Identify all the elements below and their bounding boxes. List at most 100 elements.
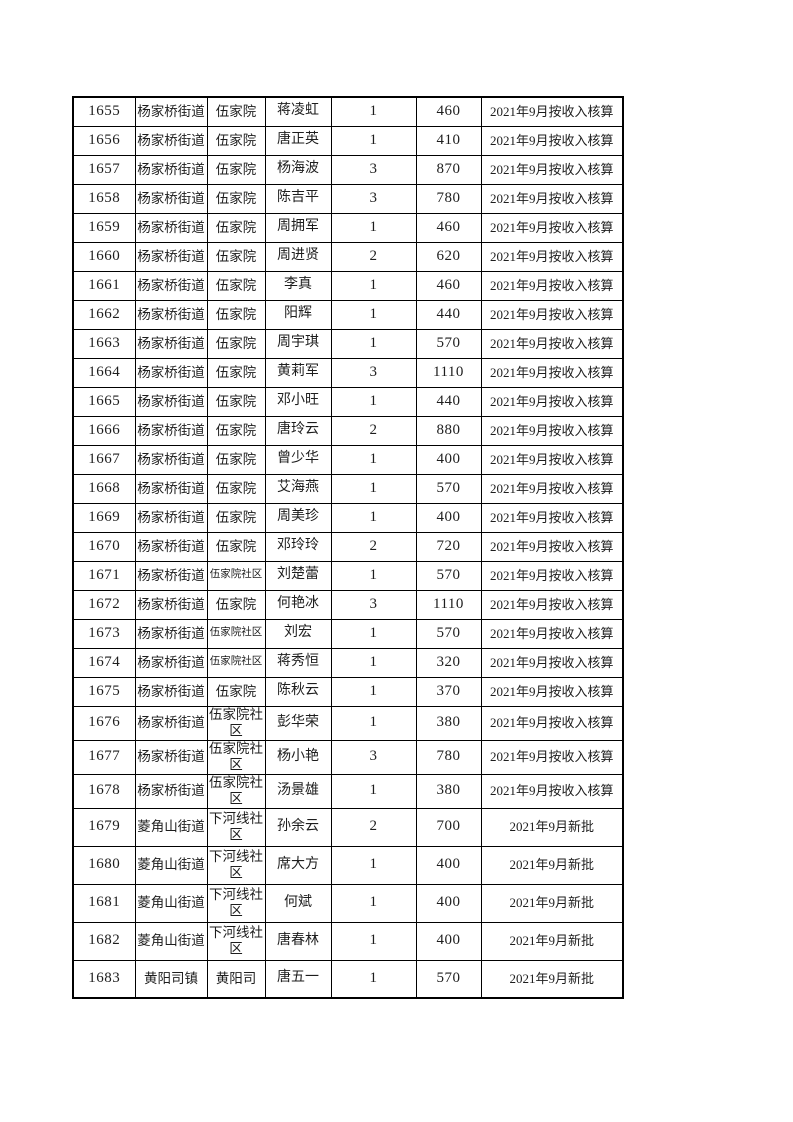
cell-person-count: 1 <box>330 845 417 885</box>
table-row: 1673 杨家桥街道 伍家院社区 刘宏 1 570 2021年9月按收入核算 <box>72 618 624 649</box>
cell-street-name: 杨家桥街道 <box>134 676 208 707</box>
cell-person-count: 1 <box>330 299 417 330</box>
cell-community-name: 下河线社区 <box>206 807 266 847</box>
cell-note: 2021年9月按收入核算 <box>480 241 624 272</box>
cell-street-name: 杨家桥街道 <box>134 270 208 301</box>
cell-serial-number: 1668 <box>72 473 136 504</box>
cell-community-name: 伍家院 <box>206 589 266 620</box>
cell-person-name: 何艳冰 <box>264 589 332 620</box>
cell-community-name: 伍家院 <box>206 386 266 417</box>
cell-person-name: 唐正英 <box>264 125 332 156</box>
table-row: 1661 杨家桥街道 伍家院 李真 1 460 2021年9月按收入核算 <box>72 270 624 301</box>
cell-community-name: 伍家院社区 <box>206 618 266 649</box>
cell-amount: 460 <box>415 212 482 243</box>
cell-street-name: 杨家桥街道 <box>134 773 208 809</box>
cell-street-name: 杨家桥街道 <box>134 328 208 359</box>
cell-person-name: 黄莉军 <box>264 357 332 388</box>
cell-community-name: 伍家院 <box>206 154 266 185</box>
cell-street-name: 杨家桥街道 <box>134 386 208 417</box>
cell-person-name: 彭华荣 <box>264 705 332 741</box>
table-row: 1668 杨家桥街道 伍家院 艾海燕 1 570 2021年9月按收入核算 <box>72 473 624 504</box>
cell-serial-number: 1681 <box>72 883 136 923</box>
cell-serial-number: 1683 <box>72 959 136 999</box>
cell-serial-number: 1657 <box>72 154 136 185</box>
cell-community-name: 伍家院 <box>206 676 266 707</box>
cell-person-count: 3 <box>330 154 417 185</box>
cell-street-name: 杨家桥街道 <box>134 154 208 185</box>
cell-street-name: 杨家桥街道 <box>134 647 208 678</box>
cell-note: 2021年9月按收入核算 <box>480 96 624 127</box>
table-row: 1679 菱角山街道 下河线社区 孙余云 2 700 2021年9月新批 <box>72 807 624 847</box>
cell-community-name: 伍家院 <box>206 328 266 359</box>
cell-community-name: 伍家院社区 <box>206 647 266 678</box>
cell-amount: 400 <box>415 444 482 475</box>
cell-community-name: 伍家院 <box>206 299 266 330</box>
cell-note: 2021年9月按收入核算 <box>480 154 624 185</box>
cell-serial-number: 1670 <box>72 531 136 562</box>
cell-community-name: 伍家院 <box>206 531 266 562</box>
cell-person-count: 2 <box>330 531 417 562</box>
cell-person-count: 1 <box>330 444 417 475</box>
table-row: 1664 杨家桥街道 伍家院 黄莉军 3 1110 2021年9月按收入核算 <box>72 357 624 388</box>
table-row: 1671 杨家桥街道 伍家院社区 刘楚蕾 1 570 2021年9月按收入核算 <box>72 560 624 591</box>
cell-serial-number: 1656 <box>72 125 136 156</box>
cell-person-count: 1 <box>330 502 417 533</box>
cell-note: 2021年9月按收入核算 <box>480 773 624 809</box>
cell-person-count: 2 <box>330 415 417 446</box>
cell-amount: 620 <box>415 241 482 272</box>
cell-amount: 700 <box>415 807 482 847</box>
cell-amount: 570 <box>415 560 482 591</box>
cell-person-count: 1 <box>330 883 417 923</box>
cell-amount: 880 <box>415 415 482 446</box>
cell-street-name: 杨家桥街道 <box>134 739 208 775</box>
cell-person-name: 陈秋云 <box>264 676 332 707</box>
cell-serial-number: 1663 <box>72 328 136 359</box>
cell-person-count: 3 <box>330 357 417 388</box>
table-row: 1678 杨家桥街道 伍家院社区 汤景雄 1 380 2021年9月按收入核算 <box>72 773 624 809</box>
table-row: 1682 菱角山街道 下河线社区 唐春林 1 400 2021年9月新批 <box>72 921 624 961</box>
cell-serial-number: 1682 <box>72 921 136 961</box>
cell-person-name: 艾海燕 <box>264 473 332 504</box>
table-row: 1663 杨家桥街道 伍家院 周宇琪 1 570 2021年9月按收入核算 <box>72 328 624 359</box>
allowance-data-table: 1655 杨家桥街道 伍家院 蒋凌虹 1 460 2021年9月按收入核算 1656 杨家桥街道… <box>72 96 624 999</box>
cell-serial-number: 1666 <box>72 415 136 446</box>
cell-person-count: 3 <box>330 589 417 620</box>
cell-person-name: 蒋凌虹 <box>264 96 332 127</box>
cell-amount: 780 <box>415 739 482 775</box>
cell-amount: 440 <box>415 299 482 330</box>
cell-person-count: 1 <box>330 773 417 809</box>
cell-note: 2021年9月按收入核算 <box>480 415 624 446</box>
cell-note: 2021年9月按收入核算 <box>480 676 624 707</box>
cell-person-name: 蒋秀恒 <box>264 647 332 678</box>
cell-note: 2021年9月新批 <box>480 883 624 923</box>
table-row: 1676 杨家桥街道 伍家院社区 彭华荣 1 380 2021年9月按收入核算 <box>72 705 624 741</box>
cell-person-count: 1 <box>330 705 417 741</box>
table-row: 1681 菱角山街道 下河线社区 何斌 1 400 2021年9月新批 <box>72 883 624 923</box>
cell-amount: 400 <box>415 502 482 533</box>
cell-note: 2021年9月按收入核算 <box>480 473 624 504</box>
table-row: 1662 杨家桥街道 伍家院 阳辉 1 440 2021年9月按收入核算 <box>72 299 624 330</box>
cell-person-name: 周拥军 <box>264 212 332 243</box>
cell-street-name: 菱角山街道 <box>134 921 208 961</box>
cell-person-name: 唐五一 <box>264 959 332 999</box>
cell-amount: 380 <box>415 705 482 741</box>
cell-serial-number: 1680 <box>72 845 136 885</box>
cell-note: 2021年9月按收入核算 <box>480 357 624 388</box>
cell-community-name: 伍家院 <box>206 473 266 504</box>
cell-street-name: 菱角山街道 <box>134 807 208 847</box>
cell-serial-number: 1659 <box>72 212 136 243</box>
cell-amount: 400 <box>415 883 482 923</box>
cell-community-name: 黄阳司 <box>206 959 266 999</box>
cell-amount: 570 <box>415 618 482 649</box>
cell-amount: 460 <box>415 96 482 127</box>
table-row: 1672 杨家桥街道 伍家院 何艳冰 3 1110 2021年9月按收入核算 <box>72 589 624 620</box>
cell-community-name: 伍家院 <box>206 270 266 301</box>
cell-street-name: 杨家桥街道 <box>134 357 208 388</box>
table-body: 1655 杨家桥街道 伍家院 蒋凌虹 1 460 2021年9月按收入核算 1656 杨家桥街道… <box>72 96 624 999</box>
cell-person-name: 周宇琪 <box>264 328 332 359</box>
cell-note: 2021年9月按收入核算 <box>480 444 624 475</box>
cell-serial-number: 1658 <box>72 183 136 214</box>
cell-person-name: 李真 <box>264 270 332 301</box>
cell-note: 2021年9月按收入核算 <box>480 183 624 214</box>
cell-note: 2021年9月按收入核算 <box>480 618 624 649</box>
